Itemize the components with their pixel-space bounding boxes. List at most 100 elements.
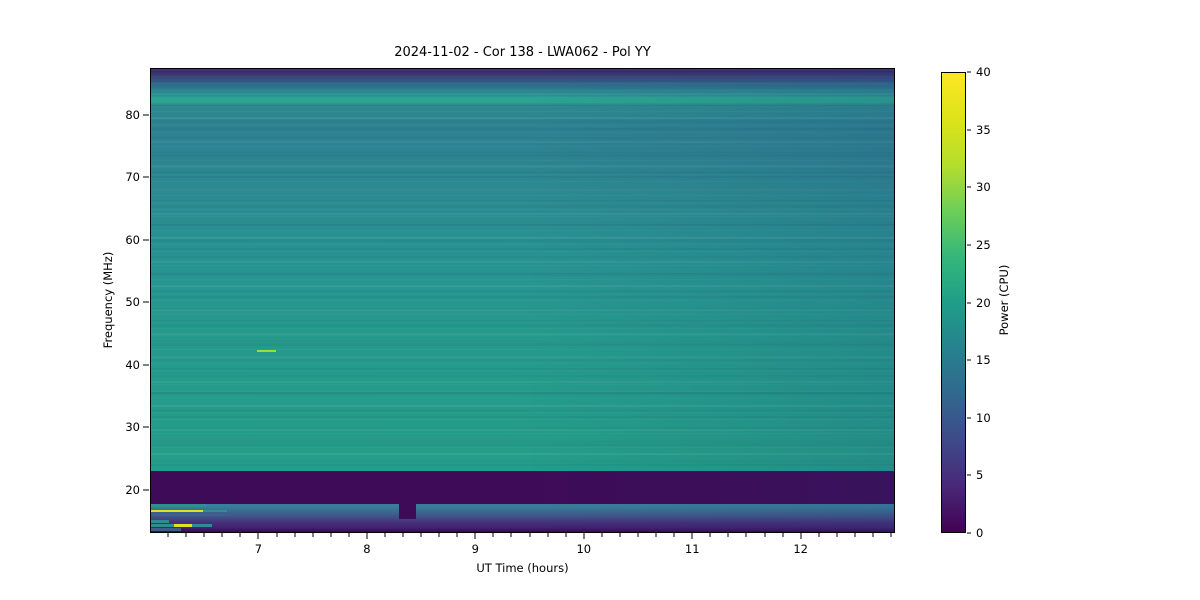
rfi-blue-stripe-16mhz xyxy=(151,512,232,516)
x-minor-tick xyxy=(547,533,549,537)
x-minor-tick xyxy=(836,533,838,537)
x-minor-tick xyxy=(510,533,512,537)
x-major-tick xyxy=(691,533,693,539)
x-minor-tick xyxy=(709,533,711,537)
rfi-yellow-line-16mhz-tail xyxy=(202,510,227,513)
colorbar-tick xyxy=(967,244,971,246)
x-minor-tick xyxy=(619,533,621,537)
y-major-tick xyxy=(143,114,149,116)
x-minor-tick xyxy=(330,533,332,537)
y-major-tick xyxy=(143,176,149,178)
y-tick-label: 40 xyxy=(125,357,140,372)
y-axis-label: Frequency (MHz) xyxy=(101,251,115,349)
y-tick-label: 80 xyxy=(125,107,140,122)
x-minor-tick xyxy=(854,533,856,537)
x-minor-tick xyxy=(492,533,494,537)
y-tick-label: 50 xyxy=(125,295,140,310)
y-major-tick xyxy=(143,301,149,303)
x-minor-tick xyxy=(167,533,169,537)
x-axis-label: UT Time (hours) xyxy=(476,561,569,575)
x-tick-label: 7 xyxy=(254,542,263,556)
y-axis xyxy=(143,68,150,533)
x-minor-tick xyxy=(745,533,747,537)
x-minor-tick xyxy=(348,533,350,537)
x-minor-tick xyxy=(384,533,386,537)
rfi-teal-stripe-15mhz xyxy=(151,519,170,523)
colorbar-tick-label: 10 xyxy=(976,410,991,425)
rfi-blue-stripe-13mhz xyxy=(151,527,182,531)
x-minor-tick xyxy=(529,533,531,537)
colorbar-tick-label: 20 xyxy=(976,295,991,310)
x-tick-label: 12 xyxy=(793,542,808,556)
colorbar-tick-labels: 0 5 10 15 20 25 30 35 40 xyxy=(976,65,1006,540)
x-tick-label: 10 xyxy=(576,542,592,556)
colorbar-tick xyxy=(967,186,971,188)
heatmap-features xyxy=(151,69,894,532)
x-axis: 7 8 9 10 11 12 xyxy=(150,533,895,563)
colorbar-tick-label: 0 xyxy=(976,526,984,540)
rfi-teal-tail-14mhz xyxy=(192,523,212,527)
y-major-tick xyxy=(143,364,149,366)
x-minor-tick xyxy=(673,533,675,537)
x-minor-tick xyxy=(276,533,278,537)
x-minor-tick xyxy=(764,533,766,537)
colorbar-tick-label: 35 xyxy=(976,122,991,137)
colorbar-label: Power (CPU) xyxy=(997,264,1011,336)
x-major-tick xyxy=(257,533,259,539)
x-minor-tick xyxy=(221,533,223,537)
x-minor-tick xyxy=(420,533,422,537)
rfi-teal-stripe-17mhz xyxy=(151,503,207,508)
heatmap-background xyxy=(151,69,894,532)
x-minor-tick xyxy=(294,533,296,537)
colorbar-ticks xyxy=(967,71,972,534)
x-minor-tick xyxy=(872,533,874,537)
y-tick-label: 30 xyxy=(125,420,140,435)
y-major-tick xyxy=(143,239,149,241)
y-tick-label: 20 xyxy=(125,482,140,497)
colorbar-tick-label: 5 xyxy=(976,468,984,483)
x-minor-tick xyxy=(565,533,567,537)
x-minor-tick xyxy=(239,533,241,537)
colorbar-tick-label: 30 xyxy=(976,180,991,195)
x-major-tick xyxy=(474,533,476,539)
heatmap-plot-area xyxy=(150,68,895,533)
colorbar-tick xyxy=(967,417,971,419)
x-tick-label: 8 xyxy=(363,542,371,556)
colorbar xyxy=(941,72,966,533)
colorbar-tick-label: 25 xyxy=(976,237,991,252)
x-minor-tick xyxy=(637,533,639,537)
data-notch-8p3h xyxy=(398,503,416,519)
colorbar-tick xyxy=(967,532,971,534)
heatmap-right-tint xyxy=(151,69,894,532)
x-minor-tick xyxy=(185,533,187,537)
colorbar-tick xyxy=(967,129,971,131)
x-minor-tick xyxy=(203,533,205,537)
colorbar-tick xyxy=(967,359,971,361)
colorbar-tick xyxy=(967,302,971,303)
x-minor-tick xyxy=(655,533,657,537)
x-major-tick xyxy=(800,533,802,539)
x-major-tick xyxy=(583,533,585,539)
rfi-teal-stripe-17mhz-tail xyxy=(206,503,232,508)
y-tick-label: 70 xyxy=(125,170,140,185)
x-minor-tick xyxy=(890,533,892,537)
x-minor-tick xyxy=(601,533,603,537)
colorbar-tick-label: 15 xyxy=(976,353,991,368)
x-minor-tick xyxy=(727,533,729,537)
x-tick-label: 9 xyxy=(471,542,479,556)
x-minor-tick xyxy=(438,533,440,537)
plot-title: 2024-11-02 - Cor 138 - LWA062 - Pol YY xyxy=(394,45,651,60)
y-major-tick xyxy=(143,426,149,428)
y-major-tick xyxy=(143,489,149,491)
x-minor-tick xyxy=(818,533,820,537)
x-minor-tick xyxy=(782,533,784,537)
colorbar-tick-label: 40 xyxy=(976,65,991,79)
colorbar-tick xyxy=(967,474,971,476)
x-minor-tick xyxy=(402,533,404,537)
rfi-teal-lead-14mhz xyxy=(151,523,174,527)
burst-42mhz xyxy=(256,349,277,353)
y-axis-tick-labels: 20 30 40 50 60 70 80 xyxy=(103,68,140,533)
rfi-yellow-line-16mhz xyxy=(151,510,203,513)
y-tick-label: 60 xyxy=(125,232,140,247)
